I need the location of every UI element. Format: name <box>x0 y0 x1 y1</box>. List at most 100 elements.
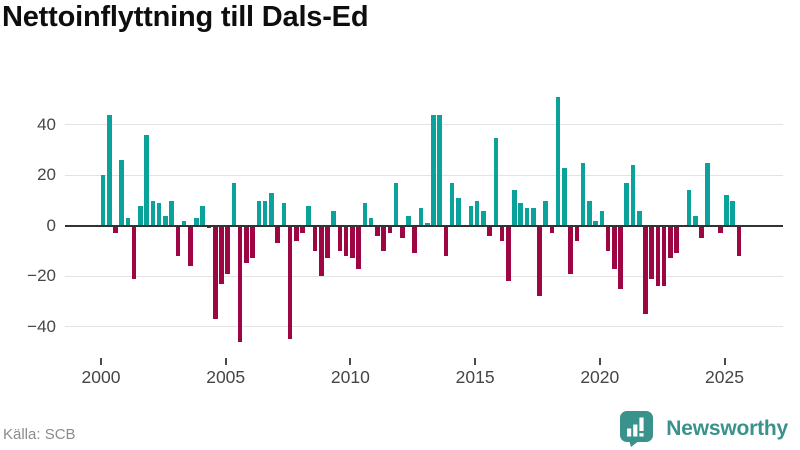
bar <box>481 210 486 226</box>
bar <box>593 220 598 226</box>
bar <box>555 97 561 226</box>
bar <box>269 192 274 226</box>
bar <box>337 225 343 251</box>
bar <box>300 225 305 234</box>
bar <box>699 225 704 239</box>
bar <box>574 225 580 241</box>
bar <box>530 208 536 226</box>
bar <box>325 225 330 259</box>
bar <box>674 225 679 254</box>
bar <box>368 218 374 226</box>
x-tick-label: 2020 <box>580 367 620 387</box>
bar <box>281 203 287 226</box>
bar <box>275 225 280 244</box>
y-tick-label: −40 <box>27 316 56 336</box>
bar <box>256 200 262 226</box>
bar <box>156 203 162 226</box>
bar <box>175 225 181 256</box>
bar <box>587 200 592 226</box>
bar <box>418 208 424 226</box>
gridline <box>65 275 783 277</box>
bar <box>144 134 149 226</box>
bar <box>343 225 349 256</box>
bar <box>250 225 255 259</box>
bar <box>225 225 230 274</box>
bar <box>686 190 692 226</box>
bar <box>219 225 224 284</box>
bar <box>736 225 742 256</box>
bar <box>649 225 654 279</box>
bar <box>231 182 237 226</box>
bar <box>306 205 312 226</box>
bar <box>163 215 168 226</box>
bar <box>393 182 399 226</box>
bar <box>562 167 567 226</box>
bar <box>518 203 524 226</box>
x-tick-label: 2025 <box>705 367 744 387</box>
bar <box>618 225 623 289</box>
bar <box>661 225 667 287</box>
bar <box>312 225 318 251</box>
bar <box>206 225 212 229</box>
gridline <box>65 174 783 176</box>
x-tick-mark <box>349 358 352 365</box>
bar <box>568 225 573 274</box>
bar <box>244 225 249 264</box>
bar <box>318 225 324 277</box>
bar <box>200 205 206 226</box>
bar <box>493 137 499 226</box>
bar <box>599 210 605 226</box>
y-axis: 40 20 0 −20 −40 <box>0 85 56 357</box>
bar <box>643 225 648 314</box>
bar <box>605 225 611 251</box>
bar <box>730 200 736 226</box>
bar <box>212 225 218 319</box>
bar <box>611 225 617 269</box>
bar <box>375 225 380 236</box>
bar <box>424 223 430 226</box>
bar <box>636 210 642 226</box>
bar <box>717 225 723 234</box>
bar <box>543 200 548 226</box>
bar <box>125 218 131 226</box>
bar <box>237 225 243 342</box>
bar <box>443 225 449 256</box>
bar <box>293 225 299 241</box>
bar <box>655 225 661 287</box>
x-tick-mark <box>224 358 227 365</box>
bar <box>362 203 368 226</box>
bar <box>262 200 268 226</box>
bar <box>331 210 336 226</box>
bar <box>505 225 511 282</box>
x-axis: 2000 2005 2010 2015 2020 2025 <box>65 357 783 397</box>
bar <box>630 165 636 226</box>
bar <box>624 182 630 226</box>
bar <box>449 182 455 226</box>
bar <box>399 225 405 239</box>
y-tick-label: 20 <box>37 165 56 185</box>
bar <box>724 195 729 226</box>
brand-logo: Newsworthy <box>619 410 788 447</box>
bar <box>499 225 505 241</box>
bar <box>194 218 199 226</box>
bar <box>131 225 137 279</box>
bar <box>356 225 361 269</box>
bar <box>537 225 542 297</box>
bar <box>106 114 112 226</box>
bar <box>350 225 355 259</box>
bar <box>381 225 386 251</box>
x-tick-mark <box>474 358 477 365</box>
bar <box>113 225 118 234</box>
bar <box>693 215 698 226</box>
bar <box>668 225 673 259</box>
bar <box>287 225 293 340</box>
bar <box>387 225 393 234</box>
source-note: Källa: SCB <box>3 426 76 443</box>
bar <box>431 114 436 226</box>
bar <box>456 197 461 226</box>
y-tick-label: −20 <box>27 266 56 286</box>
gridline <box>65 326 783 327</box>
x-tick-label: 2010 <box>330 367 370 387</box>
x-tick-label: 2000 <box>81 367 121 387</box>
